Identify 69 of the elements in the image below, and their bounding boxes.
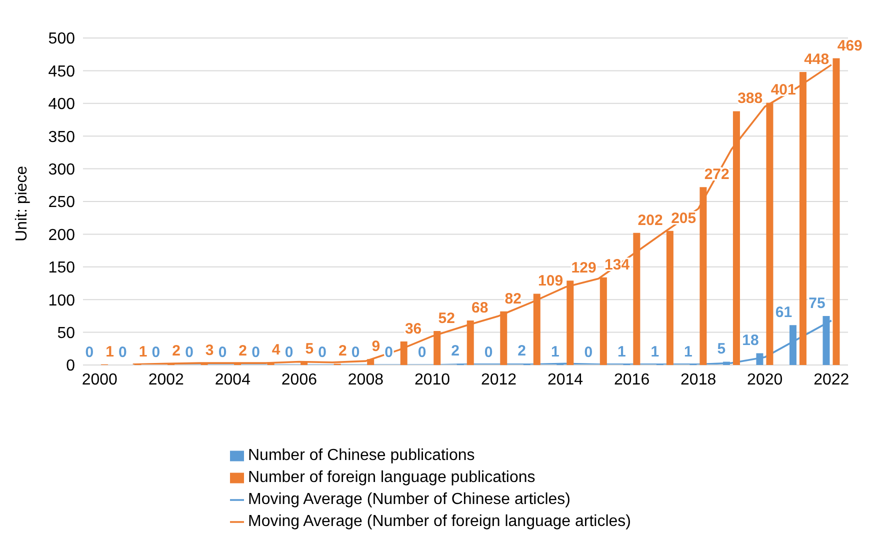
data-label: 68: [472, 300, 488, 317]
data-label: 109: [538, 272, 564, 290]
data-label: 0: [584, 344, 593, 361]
data-label: 9: [372, 338, 380, 356]
y-axis-title: Unit: piece: [14, 166, 31, 242]
data-label: 388: [738, 90, 763, 108]
data-label: 0: [318, 344, 326, 361]
data-label: 202: [638, 212, 663, 229]
data-label: 36: [404, 320, 422, 338]
data-label: 18: [742, 332, 759, 350]
data-label: 1: [550, 343, 560, 360]
y-tick-label: 300: [48, 161, 76, 178]
data-label: 82: [504, 290, 522, 308]
data-label: 1: [106, 343, 114, 360]
y-tick-label: 500: [48, 30, 76, 48]
y-tick-label: 200: [48, 226, 76, 244]
data-label: 0: [252, 344, 260, 361]
x-tick-label: 2018: [680, 371, 716, 388]
legend-label: Moving Average (Number of Chinese articles): [248, 491, 570, 508]
data-label: 5: [305, 340, 314, 358]
legend-label: Moving Average (Number of foreign language articles): [248, 513, 632, 530]
x-tick-label: 2010: [414, 371, 450, 388]
data-label: 2: [238, 342, 248, 360]
x-tick-label: 2020: [747, 371, 783, 388]
y-tick-label: 350: [48, 128, 76, 146]
legend-label: Number of foreign language publications: [248, 469, 536, 486]
data-label: 0: [185, 344, 194, 361]
x-tick-label: 2002: [148, 371, 184, 388]
data-label: 448: [804, 51, 830, 68]
data-label: 129: [571, 260, 596, 277]
data-label: 52: [438, 310, 455, 327]
x-tick-label: 2014: [547, 371, 584, 388]
data-label: 0: [351, 344, 360, 361]
data-label: 2: [338, 342, 347, 360]
x-tick-label: 2012: [480, 371, 517, 388]
data-label: 0: [484, 344, 493, 361]
data-label: 1: [650, 343, 660, 360]
x-tick-label: 2016: [614, 371, 650, 388]
x-tick-label: 2022: [814, 371, 850, 388]
data-label: 0: [85, 344, 94, 361]
x-tick-label: 2000: [82, 371, 118, 388]
data-label: 1: [617, 343, 626, 360]
x-tick-label: 2008: [348, 371, 384, 388]
data-label: 0: [118, 344, 127, 361]
data-label: 5: [717, 340, 726, 358]
legend-label: Number of Chinese publications: [248, 447, 475, 464]
x-tick-label: 2006: [281, 371, 318, 388]
data-label: 0: [152, 344, 160, 361]
y-tick-label: 400: [48, 96, 76, 114]
data-label: 75: [808, 294, 826, 312]
data-label: 4: [272, 341, 281, 358]
y-tick-label: 100: [48, 292, 76, 310]
data-label: 3: [205, 342, 214, 360]
data-label: 0: [284, 344, 294, 361]
y-tick-label: 150: [48, 260, 76, 277]
y-tick-label: 450: [48, 63, 76, 80]
data-label: 0: [418, 344, 426, 361]
data-label: 2: [172, 342, 180, 360]
data-label: 61: [775, 304, 792, 322]
data-label: 0: [218, 344, 227, 361]
data-label: 469: [837, 37, 862, 54]
y-tick-label: 250: [48, 194, 76, 212]
data-label: 1: [138, 343, 148, 360]
data-label: 2: [518, 342, 526, 360]
y-tick-label: 0: [66, 358, 76, 375]
y-tick-label: 50: [57, 324, 76, 342]
data-label: 2: [451, 342, 460, 360]
data-label: 1: [684, 343, 692, 360]
x-tick-label: 2004: [214, 371, 251, 388]
